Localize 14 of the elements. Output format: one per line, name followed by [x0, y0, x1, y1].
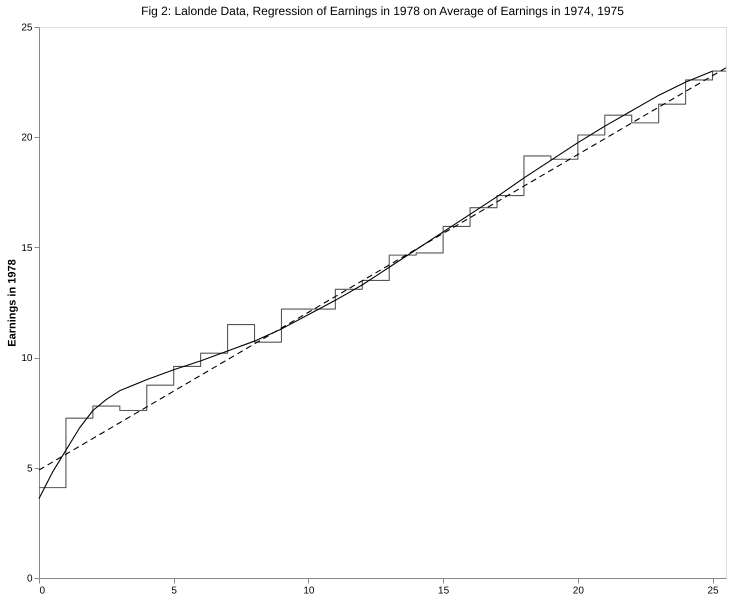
y-tick-label: 5 — [26, 463, 33, 474]
x-tick-label: 0 — [40, 586, 46, 596]
x-tick-label: 5 — [171, 586, 178, 596]
y-tick-label: 0 — [26, 574, 33, 584]
y-tick-label: 25 — [21, 22, 33, 34]
y-tick-label: 20 — [21, 132, 33, 144]
x-tick-label: 25 — [707, 586, 720, 596]
chart-title: Fig 2: Lalonde Data, Regression of Earnings in 1978 on Average of Earnings in 1974, 1975 — [141, 4, 624, 18]
x-tick-label: 15 — [438, 586, 450, 596]
y-axis-title: Earnings in 1978 — [6, 259, 18, 347]
y-tick-label: 15 — [21, 242, 33, 254]
x-tick-label: 10 — [303, 586, 315, 596]
x-tick-label: 20 — [572, 586, 584, 596]
y-tick-label: 10 — [21, 353, 33, 364]
